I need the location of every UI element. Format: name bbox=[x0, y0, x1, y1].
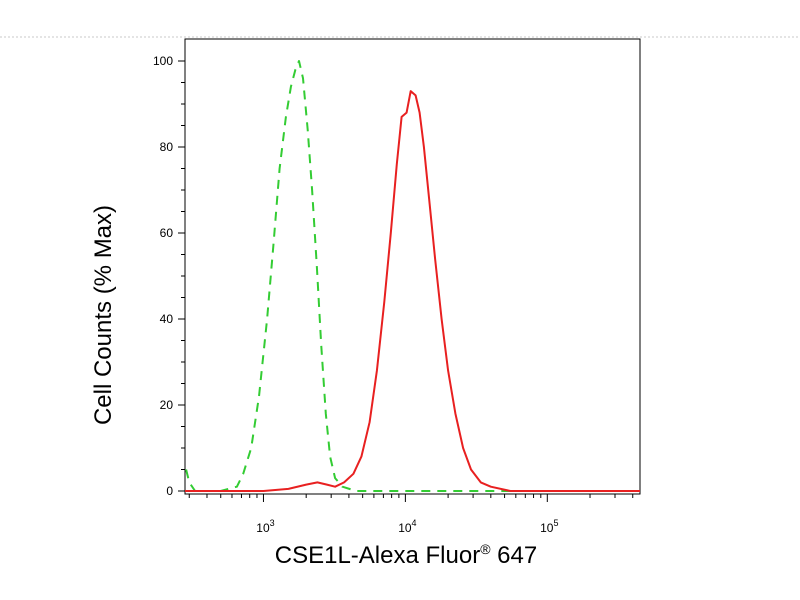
y-tick-label: 80 bbox=[160, 140, 174, 154]
y-tick-label: 20 bbox=[160, 398, 174, 412]
x-tick-label: 103 bbox=[256, 518, 274, 535]
plot-area bbox=[184, 38, 641, 495]
sample-histogram-line bbox=[185, 90, 640, 492]
x-tick-label: 105 bbox=[540, 518, 558, 535]
y-tick-label: 0 bbox=[166, 484, 173, 498]
x-axis: 103 104 105 bbox=[188, 494, 634, 535]
control-histogram-line bbox=[185, 60, 640, 492]
x-tick-label: 104 bbox=[398, 518, 416, 535]
y-tick-label: 100 bbox=[153, 54, 173, 68]
series-layer bbox=[185, 60, 640, 492]
x-axis-title: CSE1L-Alexa Fluor® 647 bbox=[275, 541, 537, 569]
y-tick-label: 60 bbox=[160, 226, 174, 240]
plot-frame bbox=[184, 38, 641, 495]
y-axis: 0 20 40 60 80 100 bbox=[153, 54, 185, 498]
y-axis-title: Cell Counts (% Max) bbox=[90, 205, 117, 425]
y-tick-label: 40 bbox=[160, 312, 174, 326]
